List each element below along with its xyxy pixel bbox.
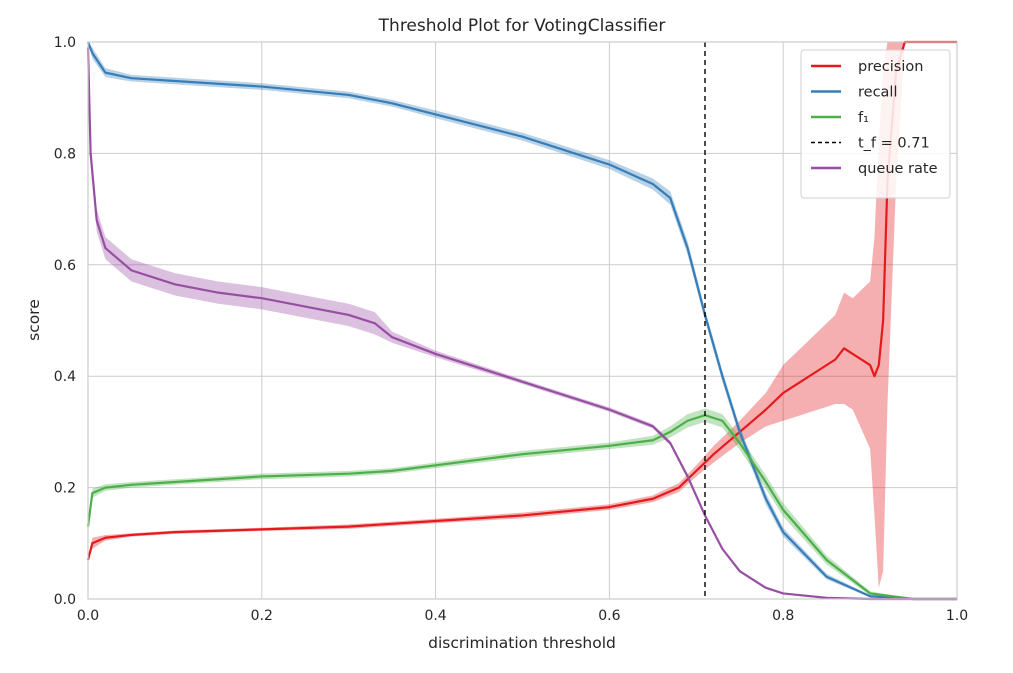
- legend-label-precision: precision: [858, 59, 923, 75]
- x-tick-label: 1.0: [946, 608, 968, 624]
- y-tick-label: 0.2: [54, 481, 76, 497]
- x-tick-label: 0.8: [772, 608, 794, 624]
- y-tick-label: 0.6: [54, 258, 76, 274]
- f-line: [86, 414, 957, 601]
- legend: precision recall f₁ t_f = 0.71 queue rate: [800, 49, 951, 199]
- recall-line: [86, 41, 957, 601]
- chart-title: Threshold Plot for VotingClassifier: [378, 16, 666, 36]
- f-band: [88, 408, 957, 599]
- y-tick-label: 0.0: [54, 592, 76, 608]
- plot-frame: [87, 41, 958, 600]
- precision-band: [88, 42, 957, 588]
- x-tick-label: 0.0: [77, 608, 99, 624]
- y-tick-label: 0.8: [54, 146, 76, 162]
- x-tick-label: 0.4: [424, 608, 446, 624]
- legend-label-f1: f₁: [858, 110, 869, 126]
- confidence-bands: [88, 42, 957, 599]
- legend-label-recall: recall: [858, 85, 897, 101]
- legend-label-threshold: t_f = 0.71: [858, 136, 930, 152]
- y-tick-labels: 0.0 0.2 0.4 0.6 0.8 1.0: [54, 35, 76, 608]
- legend-label-queue-rate: queue rate: [858, 161, 938, 177]
- y-tick-label: 0.4: [54, 369, 76, 385]
- x-tick-label: 0.2: [251, 608, 273, 624]
- x-tick-labels: 0.0 0.2 0.4 0.6 0.8 1.0: [77, 608, 968, 624]
- series-lines: [86, 40, 957, 601]
- x-tick-label: 0.6: [598, 608, 620, 624]
- x-axis-label: discrimination threshold: [428, 634, 616, 652]
- y-tick-label: 1.0: [54, 35, 76, 51]
- y-axis-label: score: [25, 299, 43, 341]
- queue-rate-line: [86, 47, 957, 601]
